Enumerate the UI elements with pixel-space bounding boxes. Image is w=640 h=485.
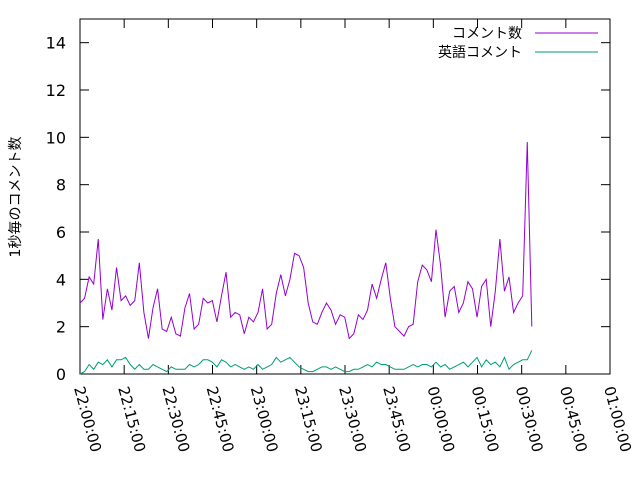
x-tick-label: 23:15:00: [291, 384, 326, 454]
y-tick-label: 8: [56, 176, 66, 195]
x-tick-label: 22:45:00: [203, 384, 238, 454]
y-tick-label: 0: [56, 365, 66, 384]
x-tick-label: 01:00:00: [600, 384, 635, 454]
x-tick-label: 23:30:00: [335, 384, 370, 454]
series-line-1: [79, 142, 533, 340]
legend-label: コメント数: [452, 26, 522, 42]
series-line-2: [79, 350, 533, 375]
y-tick-label: 6: [56, 223, 66, 242]
x-tick-label: 00:30:00: [512, 384, 547, 454]
y-tick-label: 10: [46, 128, 66, 147]
x-tick-label: 22:30:00: [158, 384, 193, 454]
y-tick-label: 4: [56, 270, 66, 289]
x-tick-label: 00:00:00: [423, 384, 458, 454]
x-tick-label: 23:45:00: [379, 384, 414, 454]
y-tick-label: 2: [56, 318, 66, 337]
y-axis-label: 1秒毎のコメント数: [8, 137, 24, 258]
x-tick-label: 00:15:00: [468, 384, 503, 454]
x-tick-label: 22:15:00: [114, 384, 149, 454]
legend-label: 英語コメント: [438, 44, 522, 61]
x-tick-label: 23:00:00: [247, 384, 282, 454]
axes-layer: 0 2 4 6 8 10 12 14 22:00:00 22:15:00 22:30:00 22:45…: [46, 18, 635, 454]
x-tick-label: 22:00:00: [70, 384, 105, 454]
y-tick-label: 14: [46, 34, 66, 53]
series-layer: [79, 142, 533, 375]
x-tick-label: 00:45:00: [556, 384, 591, 454]
y-tick-label: 12: [46, 81, 66, 100]
